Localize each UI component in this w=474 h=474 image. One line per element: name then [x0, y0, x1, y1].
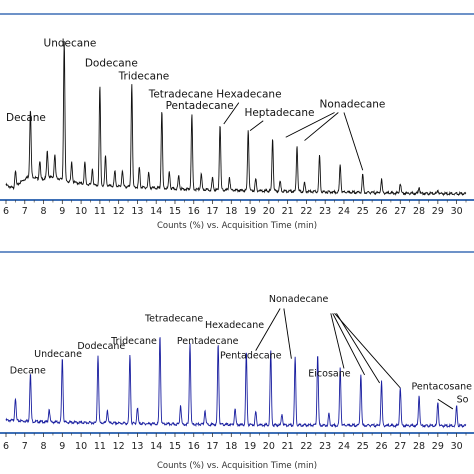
top-x-tick-label: 9: [59, 206, 65, 217]
top-x-tick-label: 8: [41, 206, 47, 217]
top-peak-label: Nonadecane: [320, 99, 386, 111]
top-x-tick-label: 23: [319, 206, 331, 217]
bottom-x-tick-label: 27: [394, 441, 406, 452]
bottom-x-tick-label: 29: [432, 441, 444, 452]
top-x-tick-label: 21: [282, 206, 294, 217]
top-x-tick-label: 19: [244, 206, 256, 217]
bottom-x-tick-label: 13: [131, 441, 143, 452]
bottom-peak-label: Pentadecane: [220, 351, 282, 362]
top-peak-label: Tridecane: [118, 71, 170, 83]
bottom-x-tick-label: 10: [75, 441, 87, 452]
bottom-annotation-pointer: [332, 313, 366, 376]
top-x-tick-label: 6: [3, 206, 9, 217]
bottom-annotation-pointer: [336, 313, 381, 384]
bottom-x-tick-label: 6: [3, 441, 9, 452]
bottom-x-tick-label: 17: [206, 441, 218, 452]
bottom-x-tick-label: 11: [94, 441, 106, 452]
top-x-tick-label: 27: [394, 206, 406, 217]
bottom-peak-label: Undecane: [34, 349, 82, 360]
bottom-x-tick-label: 30: [451, 441, 463, 452]
top-x-tick-label: 14: [150, 206, 162, 217]
bottom-x-tick-label: 24: [338, 441, 350, 452]
bottom-peak-label: Tridecane: [110, 336, 157, 347]
top-annotation-pointer: [304, 112, 339, 141]
bottom-x-axis-title: Counts (%) vs. Acquisition Time (min): [157, 461, 317, 471]
top-x-tick-label: 16: [188, 206, 200, 217]
top-peak-label: Pentadecane: [166, 100, 234, 112]
bottom-x-tick-label: 21: [282, 441, 294, 452]
bottom-x-tick-label: 28: [413, 441, 425, 452]
bottom-x-tick-label: 16: [188, 441, 200, 452]
bottom-annotation-pointer: [437, 398, 454, 410]
bottom-annotation-pointer: [330, 313, 345, 369]
bottom-x-tick-label: 26: [375, 441, 387, 452]
top-x-tick-label: 12: [113, 206, 125, 217]
top-trace-line: [5, 41, 467, 197]
top-x-tick-label: 26: [375, 206, 387, 217]
bottom-annotation-pointer: [255, 308, 281, 351]
bottom-trace-line: [5, 337, 467, 429]
top-x-tick-label: 18: [225, 206, 237, 217]
bottom-x-tick-label: 25: [357, 441, 369, 452]
top-x-tick-label: 15: [169, 206, 181, 217]
top-chromatogram-panel: 6 7 8 9 10 11 12 13 14 15 16 17 18 19 20 21 22 23 24 25 26 27…: [0, 13, 474, 231]
top-annotation-pointer: [249, 120, 264, 132]
bottom-x-tick-label: 23: [319, 441, 331, 452]
bottom-annotation-pointer: [283, 308, 292, 359]
top-x-tick-label: 22: [300, 206, 312, 217]
top-peak-label: Dodecane: [85, 57, 138, 69]
top-x-tick-label: 25: [357, 206, 369, 217]
bottom-peak-label: Tetradecane: [144, 313, 203, 324]
bottom-peak-label: Decane: [10, 365, 46, 376]
top-x-axis-title: Counts (%) vs. Acquisition Time (min): [157, 221, 317, 231]
top-peak-label: Decane: [6, 112, 46, 124]
top-x-tick-label: 13: [131, 206, 143, 217]
top-x-tick-label: 30: [451, 206, 463, 217]
bottom-peak-label: Pentadecane: [177, 336, 239, 347]
bottom-x-tick-label: 20: [263, 441, 275, 452]
top-peak-label: Undecane: [44, 38, 97, 50]
top-annotation-pointer: [285, 112, 335, 138]
bottom-peak-label: Nonadecane: [269, 294, 329, 305]
bottom-x-tick-label: 22: [300, 441, 312, 452]
bottom-x-tick-label: 18: [225, 441, 237, 452]
top-x-tick-label: 24: [338, 206, 350, 217]
bottom-x-tick-label: 8: [41, 441, 47, 452]
top-peak-label: Heptadecane: [244, 107, 314, 119]
top-x-tick-label: 17: [206, 206, 218, 217]
bottom-chromatogram-panel: 6 7 8 9 10 11 12 13 14 15 16 17 18 19 20 21 22 23 24 25 26 27…: [0, 251, 474, 471]
top-x-tick-label: 20: [263, 206, 275, 217]
top-peak-label: Tetradecane: [148, 89, 213, 101]
top-x-tick-label: 29: [432, 206, 444, 217]
top-x-tick-label: 28: [413, 206, 425, 217]
bottom-x-tick-label: 14: [150, 441, 162, 452]
top-annotation-pointer: [343, 112, 364, 171]
bottom-annotation-pointer: [334, 313, 401, 389]
bottom-x-tick-label: 7: [22, 441, 28, 452]
bottom-x-tick-label: 19: [244, 441, 256, 452]
bottom-x-tick-label: 12: [113, 441, 125, 452]
top-annotation-pointer: [223, 102, 240, 125]
top-x-tick-label: 7: [22, 206, 28, 217]
bottom-x-tick-label: 15: [169, 441, 181, 452]
bottom-peak-label: So: [457, 394, 469, 405]
bottom-peak-label: Eicosane: [308, 369, 350, 380]
bottom-peak-label: Hexadecane: [205, 320, 264, 331]
bottom-peak-label: Pentacosane: [412, 382, 473, 393]
bottom-peak-label: Dodecane: [77, 341, 125, 352]
bottom-x-tick-label: 9: [59, 441, 65, 452]
top-x-tick-label: 10: [75, 206, 87, 217]
top-peak-label: Hexadecane: [216, 89, 281, 101]
top-x-tick-label: 11: [94, 206, 106, 217]
